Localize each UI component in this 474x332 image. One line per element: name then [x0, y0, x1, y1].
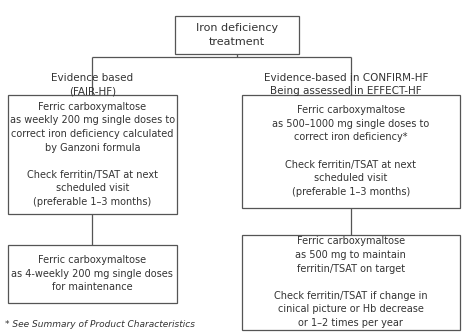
Text: Iron deficiency
treatment: Iron deficiency treatment: [196, 23, 278, 47]
FancyBboxPatch shape: [9, 95, 176, 214]
Text: * See Summary of Product Characteristics: * See Summary of Product Characteristics: [5, 320, 195, 329]
Text: Evidence based
(FAIR-HF): Evidence based (FAIR-HF): [51, 73, 134, 96]
FancyBboxPatch shape: [242, 95, 460, 208]
Text: Ferric carboxymaltose
as 4-weekly 200 mg single doses
for maintenance: Ferric carboxymaltose as 4-weekly 200 mg…: [11, 255, 173, 292]
FancyBboxPatch shape: [175, 16, 299, 54]
FancyBboxPatch shape: [242, 235, 460, 329]
Text: Evidence-based in CONFIRM-HF
Being assessed in EFFECT-HF: Evidence-based in CONFIRM-HF Being asses…: [264, 73, 428, 96]
Text: Ferric carboxymaltose
as 500–1000 mg single doses to
correct iron deficiency*

C: Ferric carboxymaltose as 500–1000 mg sin…: [272, 105, 429, 197]
Text: Ferric carboxymaltose
as 500 mg to maintain
ferritin/TSAT on target

Check ferri: Ferric carboxymaltose as 500 mg to maint…: [274, 236, 428, 328]
FancyBboxPatch shape: [9, 245, 176, 303]
Text: Ferric carboxymaltose
as weekly 200 mg single doses to
correct iron deficiency c: Ferric carboxymaltose as weekly 200 mg s…: [10, 102, 175, 207]
